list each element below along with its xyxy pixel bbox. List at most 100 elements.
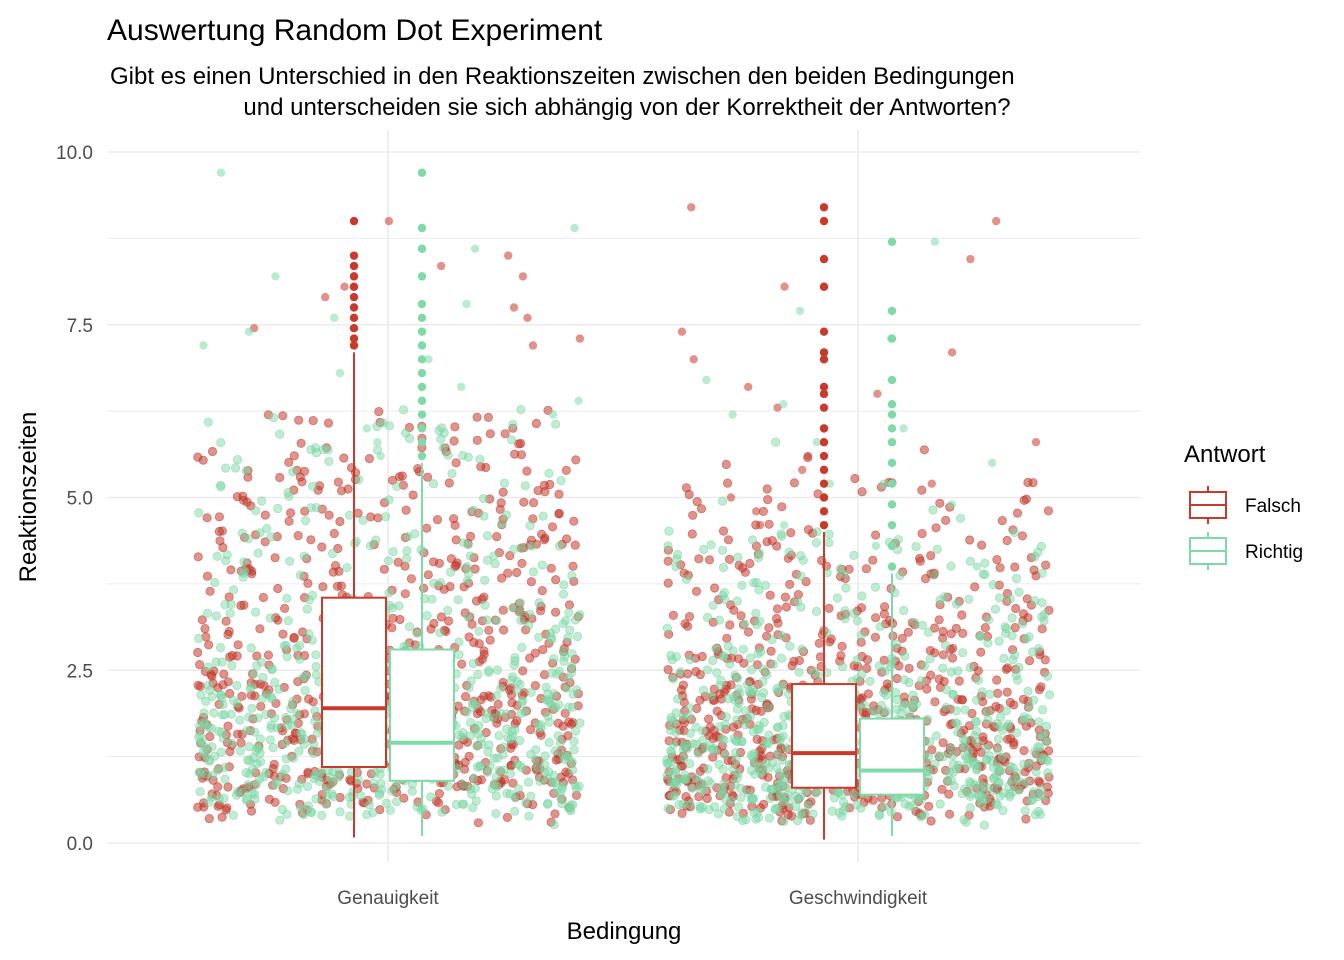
- jitter-point: [938, 650, 949, 660]
- jitter-point: [497, 519, 507, 529]
- jitter-point: [1000, 622, 1010, 632]
- jitter-point: [940, 640, 951, 650]
- jitter-point: [210, 577, 220, 588]
- jitter-point: [516, 450, 527, 460]
- jitter-point: [762, 669, 772, 680]
- y-axis-ticks: 0.0 2.5 5.0 7.5 10.0: [56, 143, 93, 855]
- jitter-point: [205, 586, 215, 596]
- jitter-point: [401, 505, 411, 515]
- jitter-point: [201, 743, 211, 753]
- jitter-point: [849, 550, 859, 560]
- jitter-point: [785, 579, 795, 590]
- jitter-point: [274, 684, 284, 695]
- jitter-point: [1037, 624, 1047, 634]
- jitter-point: [510, 806, 520, 816]
- jitter-point: [257, 694, 267, 704]
- jitter-point: [425, 792, 436, 802]
- jitter-point: [203, 417, 213, 427]
- jitter-point: [295, 654, 305, 664]
- jitter-point: [198, 455, 208, 465]
- jitter-point: [384, 421, 394, 431]
- jitter-point: [470, 725, 481, 735]
- jitter-point: [221, 463, 231, 473]
- jitter-point: [216, 727, 227, 737]
- jitter-point: [288, 696, 298, 707]
- jitter-point: [469, 773, 479, 783]
- jitter-point: [773, 722, 783, 732]
- jitter-point: [220, 774, 230, 784]
- jitter-point: [443, 781, 453, 791]
- jitter-point: [516, 615, 526, 626]
- jitter-point: [725, 659, 735, 669]
- box-outlier: [819, 424, 829, 433]
- jitter-point: [503, 568, 513, 578]
- jitter-point: [194, 732, 204, 742]
- jitter-point: [763, 763, 773, 773]
- jitter-point: [556, 476, 566, 486]
- jitter-point: [754, 761, 764, 771]
- jitter-point: [893, 534, 903, 545]
- jitter-point: [394, 601, 404, 611]
- jitter-point: [281, 738, 291, 748]
- jitter-point: [480, 600, 490, 610]
- jitter-point: [470, 564, 480, 574]
- jitter-point: [796, 810, 806, 820]
- box-outlier: [887, 520, 897, 530]
- jitter-point: [524, 811, 534, 821]
- x-axis-title: Bedingung: [567, 918, 682, 945]
- jitter-point: [528, 341, 538, 350]
- box-outlier: [349, 292, 359, 302]
- jitter-point: [376, 451, 385, 461]
- jitter-point: [689, 355, 698, 364]
- jitter-point: [551, 703, 561, 713]
- jitter-point: [384, 587, 394, 598]
- jitter-point: [561, 534, 572, 544]
- jitter-point: [308, 415, 318, 426]
- jitter-point: [221, 805, 231, 815]
- jitter-point: [775, 736, 785, 746]
- jitter-point: [401, 554, 412, 564]
- box-iqr: [859, 717, 925, 796]
- jitter-point: [561, 465, 571, 475]
- jitter-point: [252, 779, 262, 789]
- jitter-point: [318, 582, 328, 592]
- jitter-point: [221, 556, 231, 566]
- jitter-point: [260, 510, 270, 520]
- jitter-point: [435, 577, 446, 588]
- jitter-point: [548, 654, 559, 664]
- jitter-point: [662, 770, 673, 780]
- jitter-point: [474, 639, 484, 649]
- jitter-point: [1038, 791, 1048, 801]
- jitter-point: [516, 404, 526, 415]
- jitter-point: [324, 456, 334, 466]
- jitter-point: [437, 261, 446, 271]
- jitter-point: [536, 720, 546, 730]
- jitter-point: [764, 730, 774, 740]
- jitter-point: [422, 610, 432, 621]
- jitter-point: [515, 598, 526, 608]
- jitter-point: [992, 216, 1001, 226]
- jitter-point: [303, 694, 314, 704]
- jitter-point: [944, 767, 954, 777]
- jitter-point: [960, 705, 970, 715]
- jitter-point: [908, 699, 918, 710]
- legend-label: Falsch: [1245, 496, 1301, 517]
- jitter-point: [557, 783, 568, 793]
- jitter-point: [574, 781, 584, 791]
- jitter-point: [412, 628, 422, 638]
- jitter-point: [278, 411, 288, 421]
- jitter-point: [520, 481, 530, 491]
- jitter-point: [663, 541, 673, 551]
- jitter-point: [508, 419, 518, 430]
- jitter-point: [297, 729, 307, 740]
- jitter-point: [983, 615, 994, 625]
- jitter-point: [931, 731, 942, 741]
- box-outlier: [887, 375, 897, 385]
- jitter-point: [1028, 794, 1038, 805]
- jitter-point: [740, 619, 750, 629]
- jitter-point: [258, 592, 268, 603]
- jitter-point: [550, 777, 560, 787]
- jitter-point: [1029, 695, 1039, 705]
- jitter-point: [567, 571, 577, 581]
- jitter-point: [981, 743, 991, 754]
